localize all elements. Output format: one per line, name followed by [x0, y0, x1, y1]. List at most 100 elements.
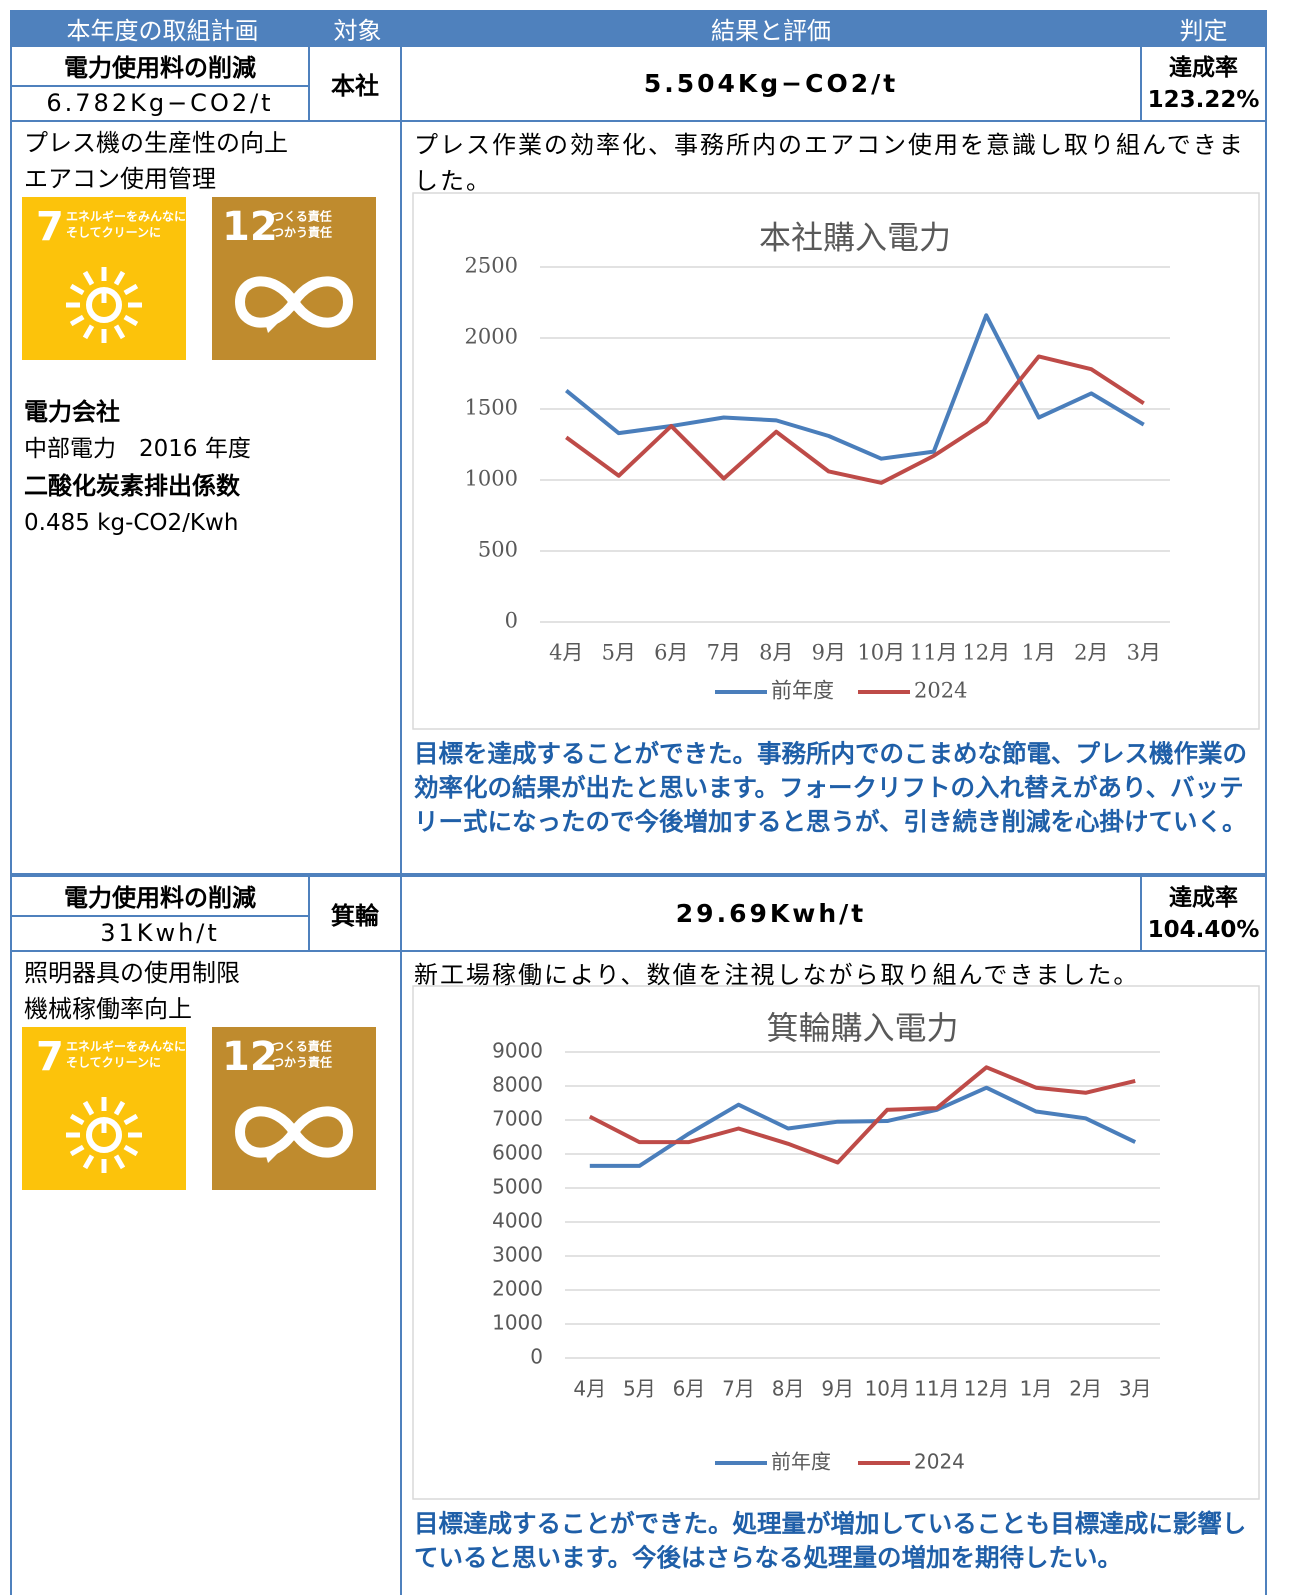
- x-tick-label: 4月: [549, 641, 583, 665]
- icon-ray: [82, 1100, 95, 1116]
- y-tick-label: 6000: [492, 1141, 543, 1165]
- rate-cell: 達成率 104.40%: [1140, 875, 1267, 952]
- y-tick-label: 1500: [465, 396, 518, 420]
- note-line: 0.485 kg-CO2/Kwh: [24, 510, 239, 536]
- icon-arrow: [264, 1149, 278, 1163]
- icon-ray: [69, 1144, 85, 1157]
- plan-line: エアコン使用管理: [24, 165, 216, 193]
- goal-value-cell: 6.782Kg−CO2/t: [10, 84, 310, 122]
- header-result: 結果と評価: [400, 10, 1142, 47]
- icon-label: つくる責任: [272, 1039, 332, 1054]
- evaluation: 目標を達成することができた。事務所内でのこまめな節電、プレス機作業の効率化の結果…: [414, 739, 1247, 836]
- x-tick-label: 7月: [707, 641, 741, 665]
- x-tick-label: 12月: [962, 641, 1010, 665]
- y-tick-label: 0: [530, 1345, 543, 1369]
- x-tick-label: 6月: [654, 641, 688, 665]
- series-line: [589, 1085, 1137, 1168]
- icon-ray: [69, 314, 85, 327]
- description: プレス作業の効率化、事務所内のエアコン使用を意識し取り組んできました。: [414, 131, 1245, 195]
- icon-ray: [69, 1113, 85, 1126]
- y-tick-label: 3000: [492, 1243, 543, 1267]
- series-line: [588, 1065, 1136, 1165]
- x-tick-label: 1月: [1020, 1377, 1053, 1401]
- icon-number: 7: [36, 1034, 64, 1080]
- legend-label: 前年度: [771, 679, 834, 703]
- note-line: 電力会社: [24, 398, 120, 426]
- goal-title-cell: 電力使用料の削減: [10, 45, 310, 87]
- icon-ray: [82, 270, 95, 286]
- legend-label: 2024: [914, 679, 967, 703]
- header-plan: 本年度の取組計画: [10, 10, 315, 47]
- icon-ray: [113, 270, 126, 286]
- x-tick-label: 12月: [964, 1377, 1009, 1401]
- y-tick-label: 2000: [492, 1277, 543, 1301]
- icon-ray: [113, 1154, 126, 1170]
- result-cell: 5.504Kg−CO2/t: [400, 45, 1142, 122]
- chart-title: 箕輪購入電力: [766, 1009, 958, 1047]
- x-tick-label: 1月: [1022, 641, 1056, 665]
- series-line: [564, 313, 1145, 461]
- y-tick-label: 8000: [492, 1073, 543, 1097]
- icon-number: 12: [222, 1034, 278, 1080]
- icon-ray: [113, 324, 126, 340]
- x-tick-label: 11月: [914, 1377, 959, 1401]
- x-tick-label: 9月: [812, 641, 846, 665]
- icon-label: エネルギーをみんなに: [66, 1039, 186, 1054]
- header-judgement: 判定: [1140, 10, 1267, 47]
- detail-cell: [400, 120, 1267, 875]
- y-tick-label: 4000: [492, 1209, 543, 1233]
- icon-ray: [82, 324, 95, 340]
- icon-ray: [123, 314, 139, 327]
- icon-label: そしてクリーンに: [66, 1056, 161, 1070]
- x-tick-label: 8月: [772, 1377, 805, 1401]
- y-tick-label: 1000: [465, 467, 518, 491]
- target-cell: 本社: [308, 45, 402, 122]
- x-tick-label: 8月: [759, 641, 793, 665]
- chart-frame: [412, 192, 1260, 730]
- description: 新工場稼働により、数値を注視しながら取り組んできました。: [414, 961, 1140, 989]
- chart-frame: [412, 985, 1260, 1500]
- x-tick-label: 2月: [1069, 1377, 1102, 1401]
- series-line: [565, 354, 1145, 485]
- icon-bg: [212, 1027, 376, 1190]
- y-tick-label: 5000: [492, 1175, 543, 1199]
- note-line: 二酸化炭素排出係数: [24, 472, 240, 500]
- result-cell: 29.69Kwh/t: [400, 875, 1142, 952]
- x-tick-label: 3月: [1119, 1377, 1152, 1401]
- rate-value: 123.22%: [1147, 86, 1260, 113]
- x-tick-label: 2月: [1074, 641, 1108, 665]
- x-tick-label: 10月: [857, 641, 905, 665]
- evaluation: 目標達成することができた。処理量が増加していることも目標達成に影響していると思い…: [414, 1509, 1247, 1572]
- target-cell: 箕輪: [308, 875, 402, 952]
- icon-ray: [69, 283, 85, 296]
- y-tick-label: 1000: [492, 1311, 543, 1335]
- icon-ray: [113, 1100, 126, 1116]
- chart-title: 本社購入電力: [759, 219, 951, 257]
- icon-ray: [123, 1144, 139, 1157]
- plan-line: プレス機の生産性の向上: [24, 129, 288, 157]
- legend-label: 2024: [914, 1450, 965, 1474]
- x-tick-label: 6月: [673, 1377, 706, 1401]
- plan-line: 照明器具の使用制限: [24, 959, 240, 987]
- icon-label: つかう責任: [272, 1055, 332, 1070]
- icon-label: そしてクリーンに: [66, 226, 161, 240]
- x-tick-label: 5月: [623, 1377, 656, 1401]
- x-tick-label: 9月: [821, 1377, 854, 1401]
- goal-value-cell: 31Kwh/t: [10, 914, 310, 952]
- y-tick-label: 7000: [492, 1107, 543, 1131]
- y-tick-label: 2500: [465, 254, 518, 278]
- y-tick-label: 0: [505, 609, 518, 633]
- icon-infinity: [234, 276, 354, 328]
- x-tick-label: 3月: [1127, 641, 1161, 665]
- chart: 本社購入電力 0 500 1000 1500 2000 2500 4月 5月 6月 7月 8月 9月 10…: [412, 192, 1260, 730]
- rate-label: 達成率: [1169, 884, 1238, 911]
- x-tick-label: 11月: [910, 641, 958, 665]
- detail-cell: [400, 950, 1267, 1595]
- rate-value: 104.40%: [1147, 916, 1260, 943]
- rate-label: 達成率: [1169, 54, 1238, 81]
- chart: 箕輪購入電力 0 1000 2000 3000 4000 5000 6000 7000 8000 9…: [412, 985, 1260, 1500]
